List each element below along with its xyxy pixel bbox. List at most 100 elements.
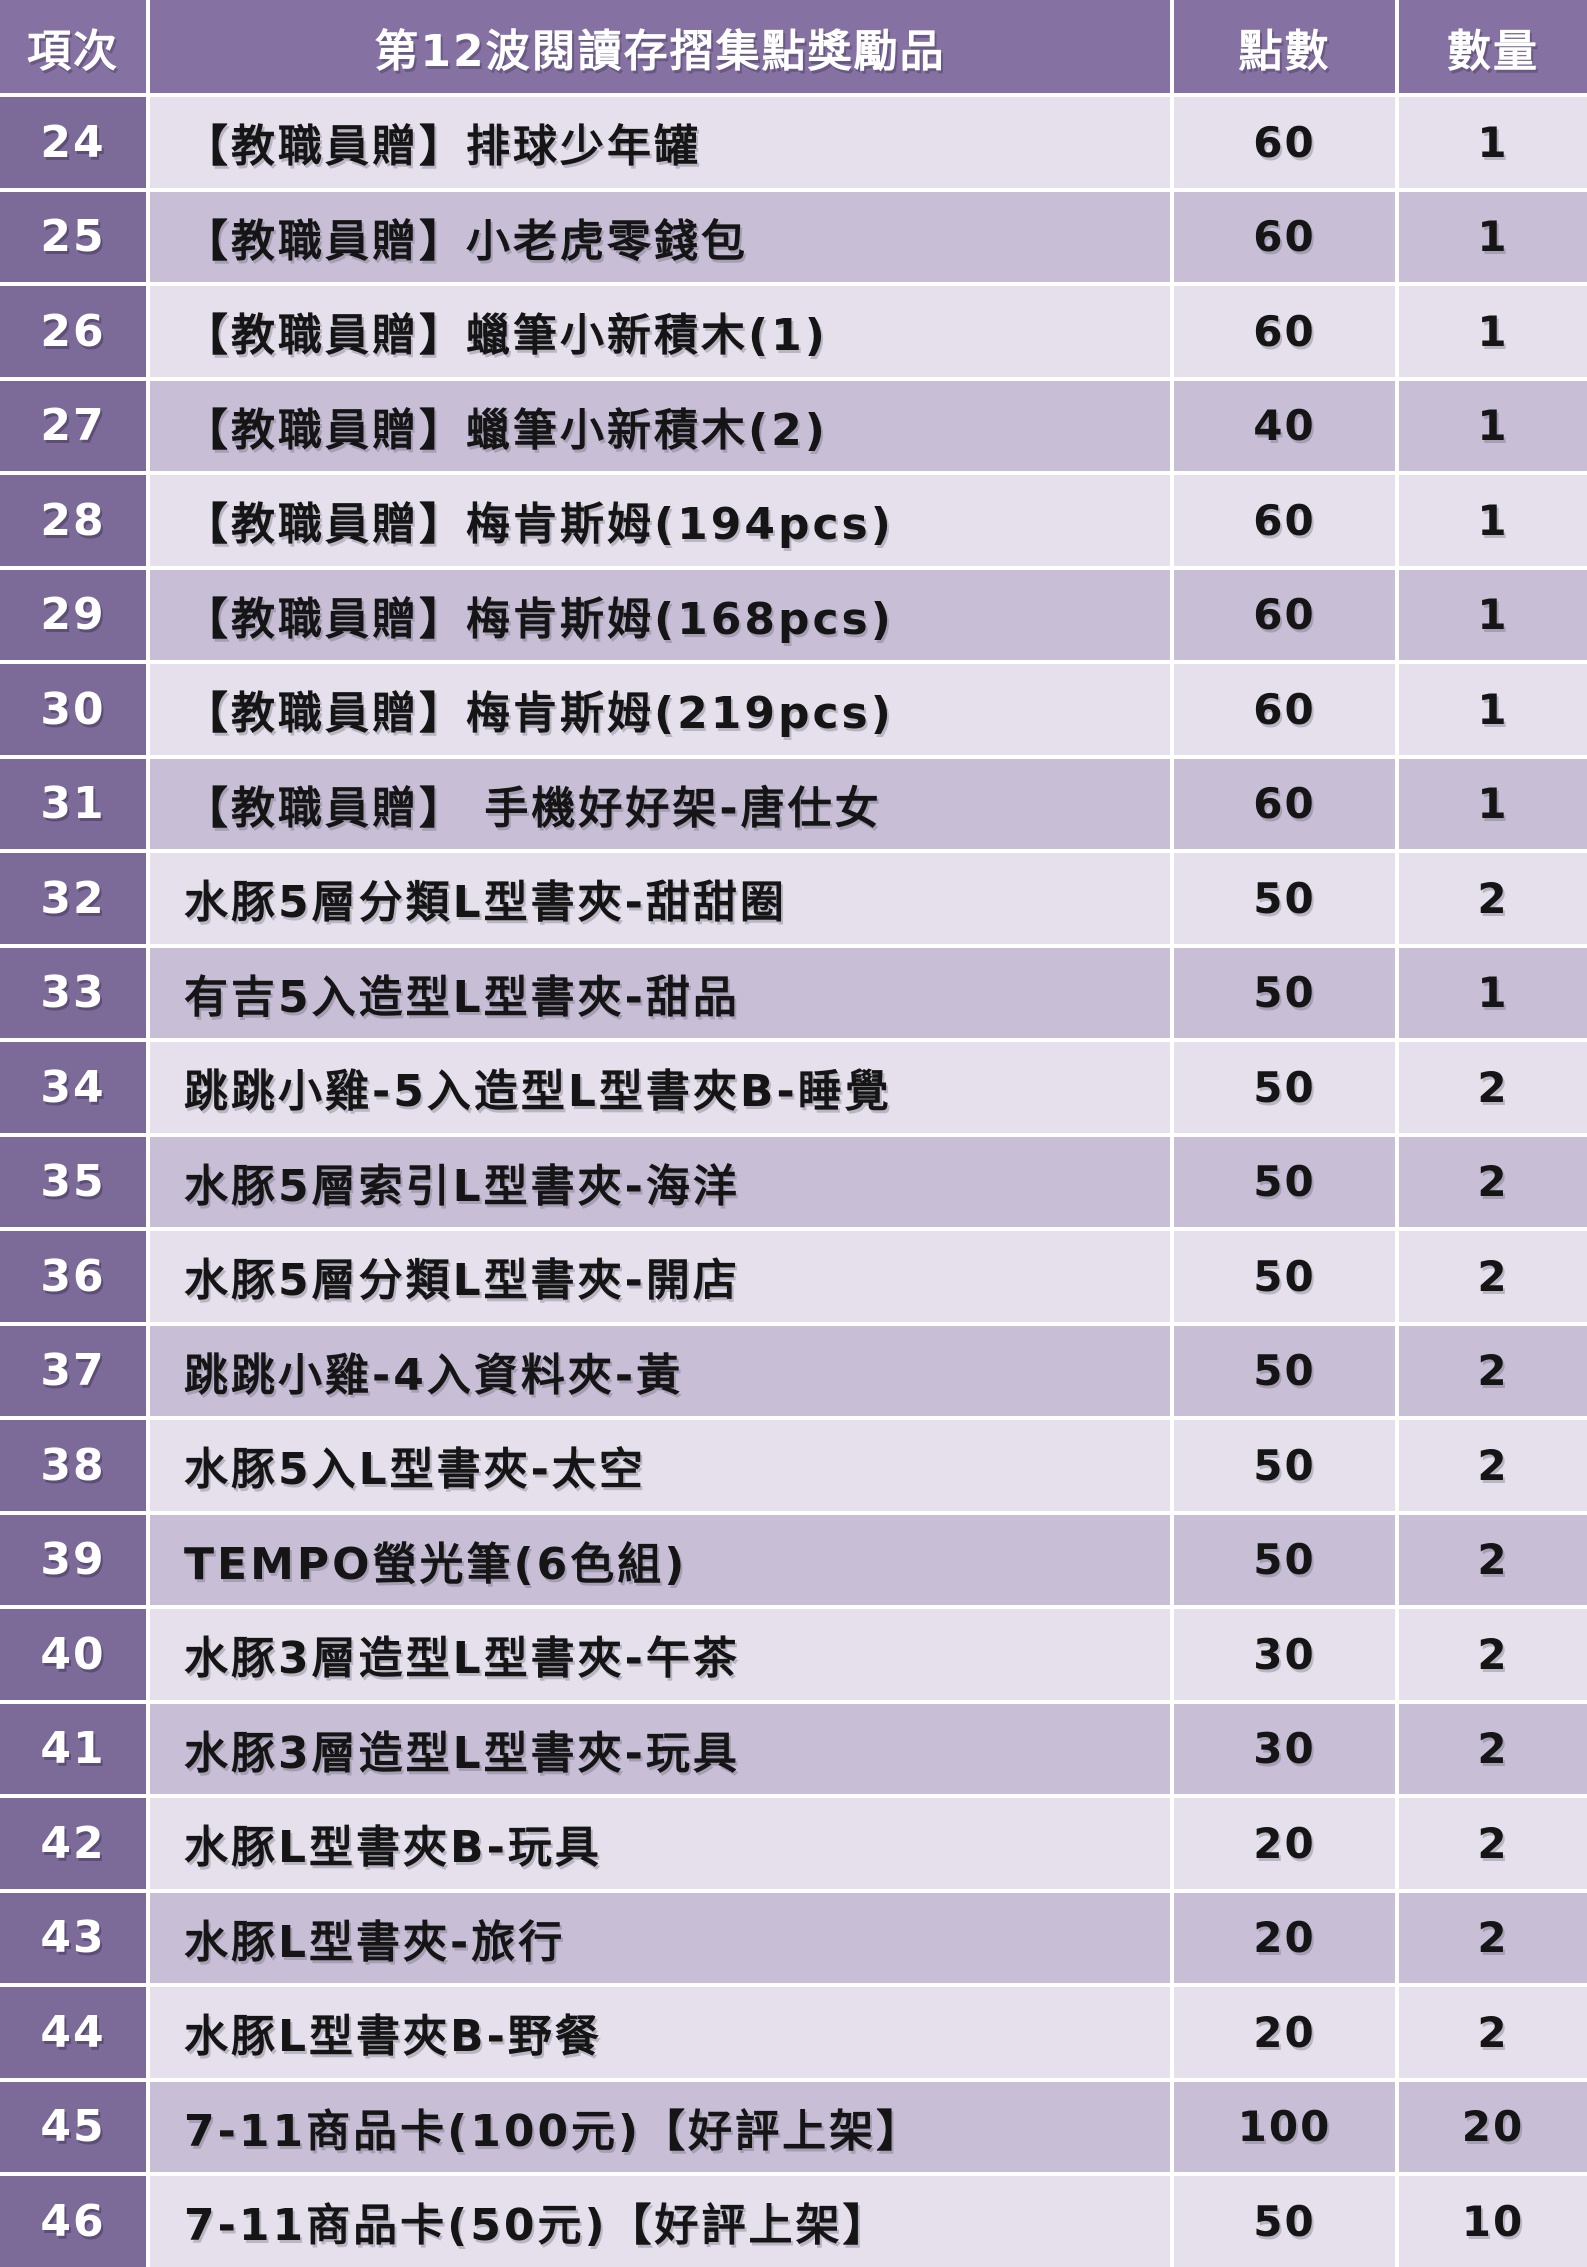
- quantity-cell: 1: [1399, 475, 1587, 566]
- table-row: 37 跳跳小雞-4入資料夾-黃 50 2: [0, 1325, 1587, 1416]
- points-cell: 60: [1174, 664, 1395, 755]
- quantity-cell: 2: [1399, 1987, 1587, 2078]
- table-row: 28 【教職員贈】梅肯斯姆(194pcs) 60 1: [0, 475, 1587, 566]
- prize-name-cell: 【教職員贈】蠟筆小新積木(1): [150, 286, 1170, 377]
- points-cell: 20: [1174, 1987, 1395, 2078]
- points-cell: 60: [1174, 97, 1395, 188]
- quantity-cell: 2: [1399, 1136, 1587, 1227]
- table-row: 36 水豚5層分類L型書夾-開店 50 2: [0, 1231, 1587, 1322]
- table-row: 24 【教職員贈】排球少年罐 60 1: [0, 97, 1587, 188]
- prize-name-cell: 水豚5入L型書夾-太空: [150, 1420, 1170, 1511]
- header-points-cell: 點數: [1174, 0, 1395, 93]
- quantity-cell: 2: [1399, 1420, 1587, 1511]
- row-number-cell: 46: [0, 2176, 146, 2267]
- prize-name-cell: 7-11商品卡(100元)【好評上架】: [150, 2081, 1170, 2172]
- prize-name-cell: TEMPO螢光筆(6色組): [150, 1514, 1170, 1605]
- row-number-cell: 32: [0, 853, 146, 944]
- points-cell: 30: [1174, 1703, 1395, 1794]
- quantity-cell: 1: [1399, 758, 1587, 849]
- points-cell: 100: [1174, 2081, 1395, 2172]
- row-number-cell: 43: [0, 1892, 146, 1983]
- header-title-cell: 第12波閱讀存摺集點獎勵品: [150, 0, 1170, 93]
- prize-name-cell: 水豚L型書夾B-玩具: [150, 1798, 1170, 1889]
- prize-name-cell: 有吉5入造型L型書夾-甜品: [150, 947, 1170, 1038]
- table-row: 35 水豚5層索引L型書夾-海洋 50 2: [0, 1136, 1587, 1227]
- points-cell: 60: [1174, 286, 1395, 377]
- prize-name-cell: 水豚5層索引L型書夾-海洋: [150, 1136, 1170, 1227]
- quantity-cell: 2: [1399, 1231, 1587, 1322]
- row-number-cell: 26: [0, 286, 146, 377]
- quantity-cell: 20: [1399, 2081, 1587, 2172]
- prize-name-cell: 跳跳小雞-4入資料夾-黃: [150, 1325, 1170, 1416]
- row-number-cell: 28: [0, 475, 146, 566]
- table-row: 27 【教職員贈】蠟筆小新積木(2) 40 1: [0, 380, 1587, 471]
- quantity-cell: 1: [1399, 191, 1587, 282]
- prize-name-cell: 水豚L型書夾-旅行: [150, 1892, 1170, 1983]
- points-cell: 20: [1174, 1892, 1395, 1983]
- prize-name-cell: 水豚5層分類L型書夾-甜甜圈: [150, 853, 1170, 944]
- table-row: 31 【教職員贈】 手機好好架-唐仕女 60 1: [0, 758, 1587, 849]
- prize-name-cell: 【教職員贈】排球少年罐: [150, 97, 1170, 188]
- quantity-cell: 10: [1399, 2176, 1587, 2267]
- prize-name-cell: 水豚3層造型L型書夾-午茶: [150, 1609, 1170, 1700]
- prize-name-cell: 水豚5層分類L型書夾-開店: [150, 1231, 1170, 1322]
- prize-name-cell: 水豚L型書夾B-野餐: [150, 1987, 1170, 2078]
- table-row: 30 【教職員贈】梅肯斯姆(219pcs) 60 1: [0, 664, 1587, 755]
- row-number-cell: 34: [0, 1042, 146, 1133]
- quantity-cell: 1: [1399, 569, 1587, 660]
- row-number-cell: 27: [0, 380, 146, 471]
- prize-name-cell: 【教職員贈】梅肯斯姆(219pcs): [150, 664, 1170, 755]
- quantity-cell: 2: [1399, 1325, 1587, 1416]
- points-cell: 50: [1174, 853, 1395, 944]
- row-number-cell: 42: [0, 1798, 146, 1889]
- row-number-cell: 44: [0, 1987, 146, 2078]
- points-cell: 50: [1174, 1514, 1395, 1605]
- points-cell: 60: [1174, 475, 1395, 566]
- row-number-cell: 29: [0, 569, 146, 660]
- table-row: 43 水豚L型書夾-旅行 20 2: [0, 1892, 1587, 1983]
- table-row: 41 水豚3層造型L型書夾-玩具 30 2: [0, 1703, 1587, 1794]
- quantity-cell: 2: [1399, 1892, 1587, 1983]
- row-number-cell: 37: [0, 1325, 146, 1416]
- table-row: 38 水豚5入L型書夾-太空 50 2: [0, 1420, 1587, 1511]
- prize-name-cell: 7-11商品卡(50元)【好評上架】: [150, 2176, 1170, 2267]
- points-cell: 20: [1174, 1798, 1395, 1889]
- prize-name-cell: 【教職員贈】小老虎零錢包: [150, 191, 1170, 282]
- table-row: 33 有吉5入造型L型書夾-甜品 50 1: [0, 947, 1587, 1038]
- table-row: 45 7-11商品卡(100元)【好評上架】 100 20: [0, 2081, 1587, 2172]
- table-row: 25 【教職員贈】小老虎零錢包 60 1: [0, 191, 1587, 282]
- table-row: 39 TEMPO螢光筆(6色組) 50 2: [0, 1514, 1587, 1605]
- quantity-cell: 2: [1399, 1609, 1587, 1700]
- prize-name-cell: 【教職員贈】 手機好好架-唐仕女: [150, 758, 1170, 849]
- quantity-cell: 1: [1399, 947, 1587, 1038]
- table-row: 26 【教職員贈】蠟筆小新積木(1) 60 1: [0, 286, 1587, 377]
- points-cell: 50: [1174, 1042, 1395, 1133]
- points-cell: 40: [1174, 380, 1395, 471]
- quantity-cell: 2: [1399, 1042, 1587, 1133]
- prize-name-cell: 水豚3層造型L型書夾-玩具: [150, 1703, 1170, 1794]
- row-number-cell: 40: [0, 1609, 146, 1700]
- points-cell: 50: [1174, 2176, 1395, 2267]
- quantity-cell: 2: [1399, 1514, 1587, 1605]
- row-number-cell: 25: [0, 191, 146, 282]
- row-number-cell: 39: [0, 1514, 146, 1605]
- row-number-cell: 45: [0, 2081, 146, 2172]
- quantity-cell: 1: [1399, 286, 1587, 377]
- table-row: 46 7-11商品卡(50元)【好評上架】 50 10: [0, 2176, 1587, 2267]
- row-number-cell: 33: [0, 947, 146, 1038]
- points-cell: 60: [1174, 191, 1395, 282]
- table-row: 42 水豚L型書夾B-玩具 20 2: [0, 1798, 1587, 1889]
- points-cell: 50: [1174, 1420, 1395, 1511]
- quantity-cell: 1: [1399, 380, 1587, 471]
- prize-name-cell: 跳跳小雞-5入造型L型書夾B-睡覺: [150, 1042, 1170, 1133]
- prize-name-cell: 【教職員贈】梅肯斯姆(194pcs): [150, 475, 1170, 566]
- row-number-cell: 31: [0, 758, 146, 849]
- points-cell: 50: [1174, 1136, 1395, 1227]
- row-number-cell: 41: [0, 1703, 146, 1794]
- header-item-no-cell: 項次: [0, 0, 146, 93]
- quantity-cell: 2: [1399, 853, 1587, 944]
- points-cell: 50: [1174, 1231, 1395, 1322]
- prize-name-cell: 【教職員贈】蠟筆小新積木(2): [150, 380, 1170, 471]
- points-cell: 60: [1174, 569, 1395, 660]
